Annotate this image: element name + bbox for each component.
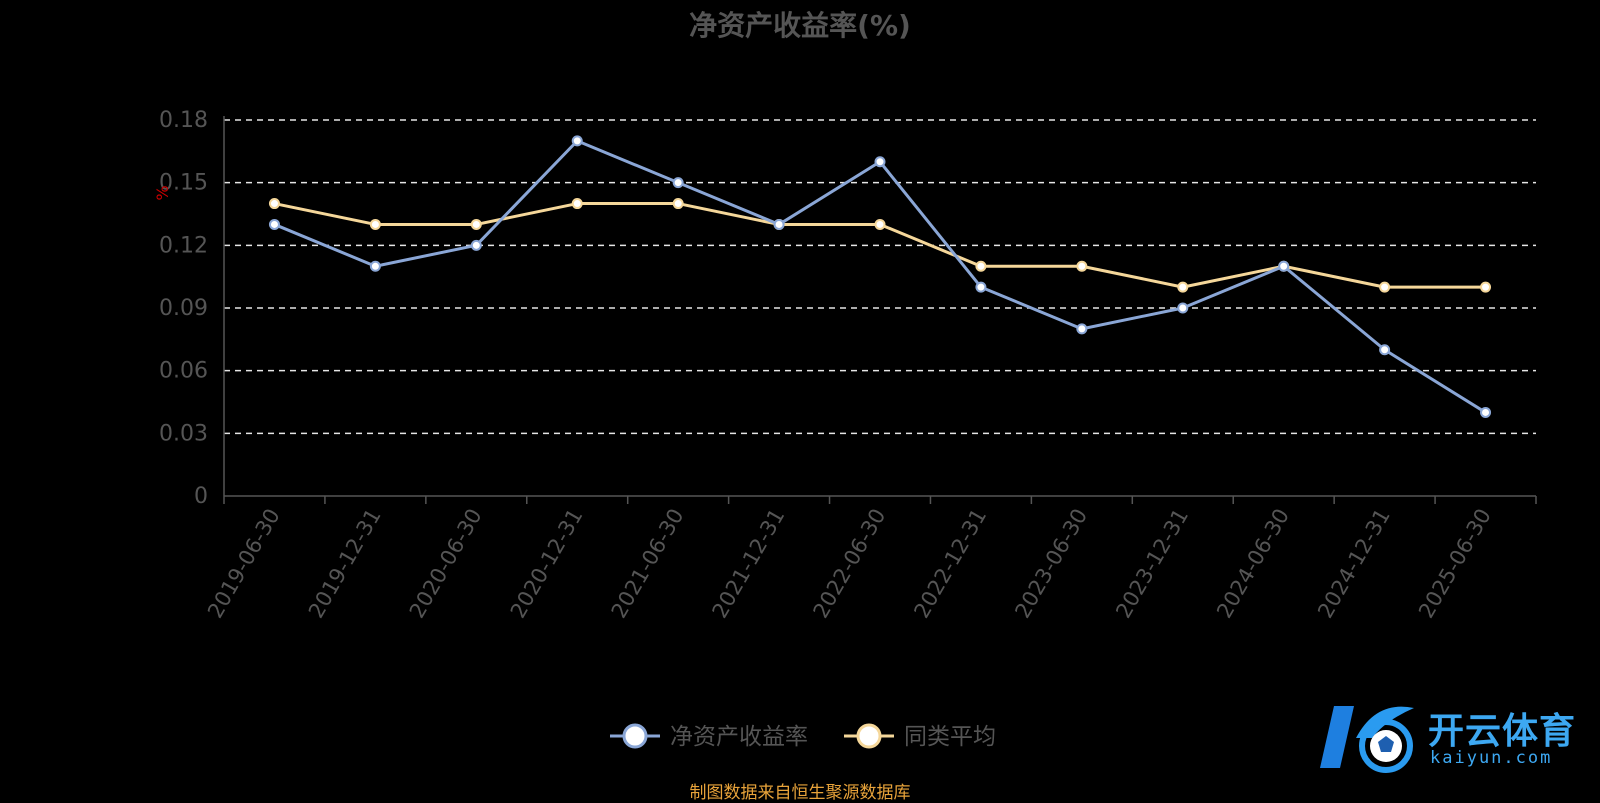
series-1-point-0 bbox=[268, 198, 280, 210]
watermark-domain: kaiyun.com bbox=[1430, 748, 1553, 768]
series-1-point-4 bbox=[672, 198, 684, 210]
y-tick-label-1: 0.03 bbox=[159, 421, 208, 446]
series-1-point-9 bbox=[1177, 281, 1189, 293]
series-0-point-4 bbox=[672, 177, 684, 189]
x-tick-label-12: 2025-06-30 bbox=[1414, 505, 1496, 623]
y-tick-label-5: 0.15 bbox=[159, 171, 208, 196]
kaiyun-logo: 开云体育 kaiyun.com bbox=[1316, 698, 1596, 778]
chart-title: 净资产收益率(%) bbox=[689, 9, 911, 42]
x-tick-label-5: 2021-12-31 bbox=[708, 505, 790, 623]
x-tick-label-7: 2022-12-31 bbox=[909, 505, 991, 623]
series-1-point-2 bbox=[470, 218, 482, 230]
series-0-point-12 bbox=[1480, 406, 1492, 418]
x-tick-label-6: 2022-06-30 bbox=[809, 505, 891, 623]
series-0-point-11 bbox=[1379, 344, 1391, 356]
series-0-point-0 bbox=[268, 218, 280, 230]
legend-marker-1 bbox=[856, 723, 882, 749]
y-tick-label-6: 0.18 bbox=[159, 108, 208, 133]
series-1-point-3 bbox=[571, 198, 583, 210]
series-1-point-7 bbox=[975, 260, 987, 272]
series-0-point-6 bbox=[874, 156, 886, 168]
kaiyun-logo-icon bbox=[1320, 706, 1414, 773]
x-tick-label-10: 2024-06-30 bbox=[1212, 505, 1294, 623]
y-axis-label: % bbox=[153, 185, 172, 200]
legend-label-0: 净资产收益率 bbox=[670, 724, 808, 750]
series-0-point-9 bbox=[1177, 302, 1189, 314]
x-tick-label-0: 2019-06-30 bbox=[203, 505, 285, 623]
x-tick-label-9: 2023-12-31 bbox=[1111, 505, 1193, 623]
source-note: 制图数据来自恒生聚源数据库 bbox=[689, 783, 911, 803]
series-0-point-8 bbox=[1076, 323, 1088, 335]
roe-line-chart: 0 0.03 0.06 0.09 0.12 0.15 0.18% 2019-06-30 2019… bbox=[153, 108, 1537, 750]
series-line-0 bbox=[273, 139, 1487, 414]
series-1-point-6 bbox=[874, 218, 886, 230]
series-1-point-8 bbox=[1076, 260, 1088, 272]
y-tick-label-2: 0.06 bbox=[159, 359, 208, 384]
series-0-point-7 bbox=[975, 281, 987, 293]
series-1-point-11 bbox=[1379, 281, 1391, 293]
series-0-point-5 bbox=[773, 218, 785, 230]
x-tick-label-11: 2024-12-31 bbox=[1313, 505, 1395, 623]
x-tick-label-1: 2019-12-31 bbox=[304, 505, 386, 623]
y-tick-label-4: 0.12 bbox=[159, 233, 208, 258]
series-1-point-12 bbox=[1480, 281, 1492, 293]
x-tick-label-4: 2021-06-30 bbox=[607, 505, 689, 623]
series-1-point-1 bbox=[369, 218, 381, 230]
watermark-name: 开云体育 bbox=[1428, 711, 1577, 752]
series-0-point-2 bbox=[470, 239, 482, 251]
series-0-point-10 bbox=[1278, 260, 1290, 272]
series-0-point-3 bbox=[571, 135, 583, 147]
y-tick-label-0: 0 bbox=[194, 484, 208, 509]
series-0-point-1 bbox=[369, 260, 381, 272]
legend-marker-0 bbox=[622, 723, 648, 749]
y-tick-label-3: 0.09 bbox=[159, 296, 208, 321]
x-tick-label-3: 2020-12-31 bbox=[506, 505, 588, 623]
x-tick-label-8: 2023-06-30 bbox=[1010, 505, 1092, 623]
legend-label-1: 同类平均 bbox=[904, 724, 996, 750]
x-tick-label-2: 2020-06-30 bbox=[405, 505, 487, 623]
